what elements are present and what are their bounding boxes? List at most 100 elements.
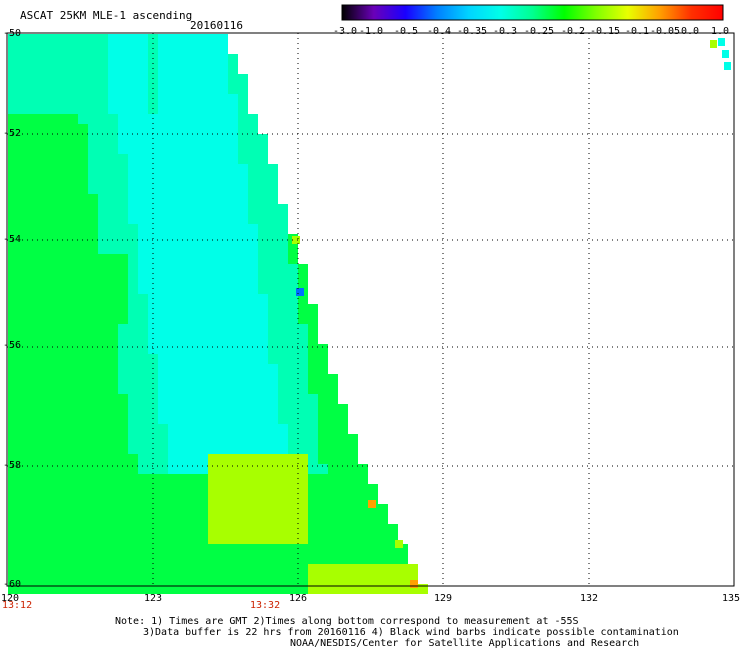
swath-cell — [178, 494, 188, 504]
swath-cell — [318, 434, 328, 444]
swath-cell — [8, 104, 18, 114]
swath-cell — [128, 324, 138, 334]
swath-cell — [318, 404, 328, 414]
swath-cell — [238, 574, 248, 584]
swath-cell — [308, 524, 318, 534]
swath-cell — [108, 184, 118, 194]
swath-cell — [168, 404, 178, 414]
swath-cell — [238, 214, 248, 224]
swath-cell — [158, 504, 168, 514]
swath-cell — [188, 524, 198, 534]
swath-cell — [108, 224, 118, 234]
swath-cell — [188, 304, 198, 314]
swath-cell — [138, 504, 148, 514]
swath-cell — [388, 554, 398, 564]
swath-cell — [208, 504, 218, 514]
swath-cell — [58, 144, 68, 154]
swath-cell — [58, 244, 68, 254]
swath-cell — [158, 574, 168, 584]
swath-cell — [288, 294, 298, 304]
swath-cell — [278, 564, 288, 574]
swath-cell — [228, 524, 238, 534]
swath-cell — [168, 124, 178, 134]
swath-cell — [108, 174, 118, 184]
swath-cell — [58, 534, 68, 544]
swath-cell — [198, 444, 208, 454]
swath-cell — [158, 474, 168, 484]
swath-cell — [128, 254, 138, 264]
swath-cell — [78, 544, 88, 554]
swath-cell — [248, 504, 258, 514]
swath-cell — [278, 554, 288, 564]
swath-cell — [198, 364, 208, 374]
swath-cell — [218, 164, 228, 174]
swath-cell — [88, 294, 98, 304]
swath-cell — [118, 294, 128, 304]
swath-cell — [198, 254, 208, 264]
swath-cell — [68, 184, 78, 194]
swath-cell — [8, 274, 18, 284]
swath-cell — [18, 494, 28, 504]
swath-cell — [198, 454, 208, 464]
swath-cell — [358, 584, 368, 594]
swath-cell — [68, 424, 78, 434]
swath-cell — [268, 174, 278, 184]
swath-cell — [8, 254, 18, 264]
swath-cell — [68, 524, 78, 534]
swath-cell — [78, 144, 88, 154]
swath-cell — [178, 94, 188, 104]
swath-cell — [188, 74, 198, 84]
swath-cell — [178, 374, 188, 384]
swath-cell — [138, 264, 148, 274]
swath-cell — [58, 414, 68, 424]
swath-cell — [248, 194, 258, 204]
swath-cell — [168, 534, 178, 544]
swath-cell — [68, 244, 78, 254]
swath-cell — [328, 564, 338, 574]
swath-cell — [48, 344, 58, 354]
swath-cell — [28, 254, 38, 264]
swath-cell — [208, 424, 218, 434]
swath-cell — [188, 424, 198, 434]
swath-cell — [218, 434, 228, 444]
swath-cell — [278, 584, 288, 594]
swath-cell — [108, 94, 118, 104]
swath-cell — [78, 514, 88, 524]
swath-cell — [68, 34, 78, 44]
swath-cell — [128, 94, 138, 104]
swath-cell — [98, 44, 108, 54]
swath-cell — [108, 44, 118, 54]
swath-cell — [268, 314, 278, 324]
swath-cell — [218, 174, 228, 184]
swath-cell — [258, 464, 268, 474]
swath-cell — [248, 344, 258, 354]
swath-cell — [228, 394, 238, 404]
swath-cell — [258, 334, 268, 344]
swath-cell — [118, 524, 128, 534]
swath-cell — [348, 494, 358, 504]
swath-cell — [58, 494, 68, 504]
swath-cell — [308, 504, 318, 514]
swath-cell — [238, 94, 248, 104]
swath-cell — [228, 544, 238, 554]
swath-cell — [198, 134, 208, 144]
swath-cell — [288, 484, 298, 494]
swath-cell — [168, 164, 178, 174]
swath-cell — [8, 84, 18, 94]
swath-cell — [348, 524, 358, 534]
swath-cell — [128, 314, 138, 324]
swath-cell — [48, 194, 58, 204]
swath-cell — [188, 584, 198, 594]
swath-cell — [228, 584, 238, 594]
colorbar-label: -0.15 — [589, 26, 621, 37]
swath-cell — [88, 554, 98, 564]
swath-cell — [158, 224, 168, 234]
swath-cell — [218, 254, 228, 264]
swath-cell — [88, 254, 98, 264]
swath-cell — [18, 584, 28, 594]
swath-cell — [198, 414, 208, 424]
swath-cell — [128, 484, 138, 494]
swath-cell — [18, 424, 28, 434]
swath-cell — [28, 34, 38, 44]
swath-cell — [158, 314, 168, 324]
